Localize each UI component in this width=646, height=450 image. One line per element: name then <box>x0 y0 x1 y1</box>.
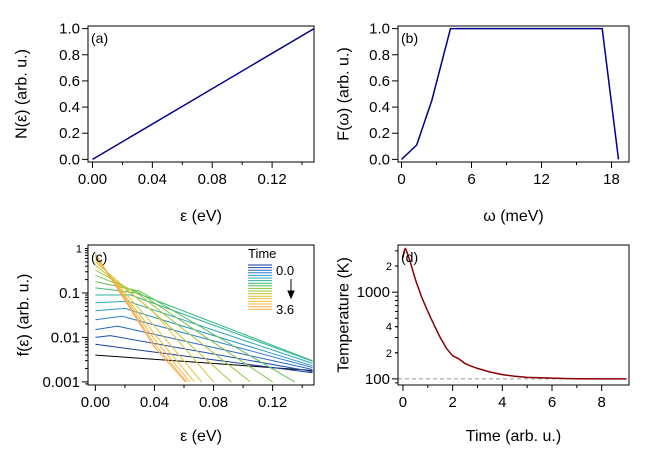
x-tick-label: 0.00 <box>78 171 107 188</box>
panel-c-frame <box>87 244 315 386</box>
series-line-c-4 <box>95 315 313 368</box>
y-tick-label: 1.0 <box>59 21 80 38</box>
arrow-down-icon <box>287 279 295 300</box>
x-tick-label: 2 <box>448 394 456 411</box>
panel-c-lines <box>94 253 313 383</box>
panel-b-label: (b) <box>401 30 418 46</box>
panel-d: 0 2 4 6 8 100 2 4 1000 2 (d) Time (arb. u.) Tempe… <box>336 244 630 445</box>
y-tick-label: 0.2 <box>59 125 80 142</box>
panel-d-frame <box>397 244 630 386</box>
legend-title: Time <box>248 246 276 261</box>
y-tick-label: 2 <box>386 261 392 273</box>
panel-a-xlabel: ε (eV) <box>180 208 222 225</box>
x-tick-label: 0.04 <box>140 394 169 411</box>
x-tick-label: 0 <box>399 394 407 411</box>
series-line-a-0 <box>92 27 314 161</box>
panel-d-label: (d) <box>401 249 418 265</box>
y-tick-label: 1000 <box>357 284 390 301</box>
series-line-c-2 <box>95 335 313 373</box>
x-tick-label: 0.04 <box>138 171 167 188</box>
y-tick-label: 0.4 <box>59 99 80 116</box>
series-line-c-5 <box>95 307 313 367</box>
x-tick-label: 6 <box>548 394 556 411</box>
series-line-c-1 <box>95 343 313 374</box>
y-tick-label: 0.2 <box>369 125 390 142</box>
panel-a-lines <box>92 27 314 161</box>
x-tick-label: 0.00 <box>81 394 110 411</box>
panel-b-ylabel: F(ω) (arb. u.) <box>336 47 353 140</box>
series-line-d-0 <box>402 247 627 380</box>
y-tick-label: 0.01 <box>51 329 80 346</box>
series-line-c-9 <box>95 281 296 383</box>
series-line-c-7 <box>95 294 313 362</box>
y-tick-label: 2 <box>386 348 392 360</box>
panel-c-label: (c) <box>91 249 107 265</box>
y-tick-label: 0.8 <box>59 47 80 64</box>
x-tick-label: 8 <box>598 394 606 411</box>
panel-c-legend: Time 0.0 3.6 <box>248 246 295 317</box>
y-tick-label: 0.8 <box>369 47 390 64</box>
panel-c-xlabel: ε (eV) <box>180 428 222 445</box>
legend-end-label: 3.6 <box>276 302 294 317</box>
series-line-b-0 <box>400 27 620 160</box>
panel-c: 0.00 0.04 0.08 0.12 0.001 0.01 0.1 1 (c) ε (eV)… <box>16 244 315 445</box>
panel-b: 0 6 12 18 0.0 0.2 0.4 0.6 0.8 1.0 (b) ω (meV) F(ω… <box>336 21 630 225</box>
panel-d-xlabel: Time (arb. u.) <box>466 428 561 445</box>
y-tick-label: 0.6 <box>59 73 80 90</box>
y-tick-label: 0.0 <box>369 151 390 168</box>
x-tick-label: 4 <box>498 394 506 411</box>
x-tick-label: 0 <box>397 171 405 188</box>
panel-b-xlabel: ω (meV) <box>483 208 544 225</box>
series-line-c-3 <box>95 325 313 370</box>
panel-c-ticks: 0.00 0.04 0.08 0.12 0.001 0.01 0.1 1 <box>42 244 303 411</box>
panel-a-label: (a) <box>91 30 108 46</box>
series-line-c-11 <box>95 269 251 383</box>
panel-c-ylabel: f(ε) (arb. u.) <box>16 274 33 357</box>
x-tick-label: 12 <box>533 171 550 188</box>
panel-a: 0.00 0.04 0.08 0.12 0.0 0.2 0.4 0.6 0.8 1.0 (a) ε… <box>14 21 315 225</box>
series-line-c-10 <box>95 274 273 383</box>
panel-b-ticks: 0 6 12 18 0.0 0.2 0.4 0.6 0.8 1.0 <box>369 21 620 188</box>
legend-start-label: 0.0 <box>276 263 294 278</box>
panel-a-ticks: 0.00 0.04 0.08 0.12 0.0 0.2 0.4 0.6 0.8 1.0 <box>59 21 303 188</box>
series-line-c-18 <box>94 253 186 383</box>
panel-a-frame <box>87 25 315 163</box>
x-tick-label: 0.12 <box>258 394 287 411</box>
panel-a-ylabel: N(ε) (arb. u.) <box>14 49 31 139</box>
panel-d-ticks: 0 2 4 6 8 100 2 4 1000 2 <box>357 250 606 411</box>
y-tick-label: 4 <box>386 322 392 334</box>
panel-b-lines <box>400 27 620 160</box>
x-tick-label: 0.12 <box>257 171 286 188</box>
panel-b-frame <box>397 25 630 163</box>
y-tick-label: 100 <box>365 371 390 388</box>
x-tick-label: 18 <box>603 171 620 188</box>
y-tick-label: 0.001 <box>42 374 80 391</box>
panel-d-ylabel: Temperature (K) <box>336 257 353 373</box>
series-line-c-13 <box>95 261 214 383</box>
x-tick-label: 0.08 <box>199 394 228 411</box>
y-tick-label: 0.4 <box>369 99 390 116</box>
y-tick-label: 1.0 <box>369 21 390 38</box>
y-tick-label: 0.0 <box>59 151 80 168</box>
x-tick-label: 0.08 <box>198 171 227 188</box>
y-tick-label: 0.1 <box>59 285 80 302</box>
series-line-c-14 <box>95 258 203 383</box>
x-tick-label: 6 <box>467 171 475 188</box>
panel-d-lines <box>398 247 629 380</box>
y-tick-label: 1 <box>76 244 82 256</box>
y-tick-label: 0.6 <box>369 73 390 90</box>
legend-swatches <box>248 264 272 310</box>
